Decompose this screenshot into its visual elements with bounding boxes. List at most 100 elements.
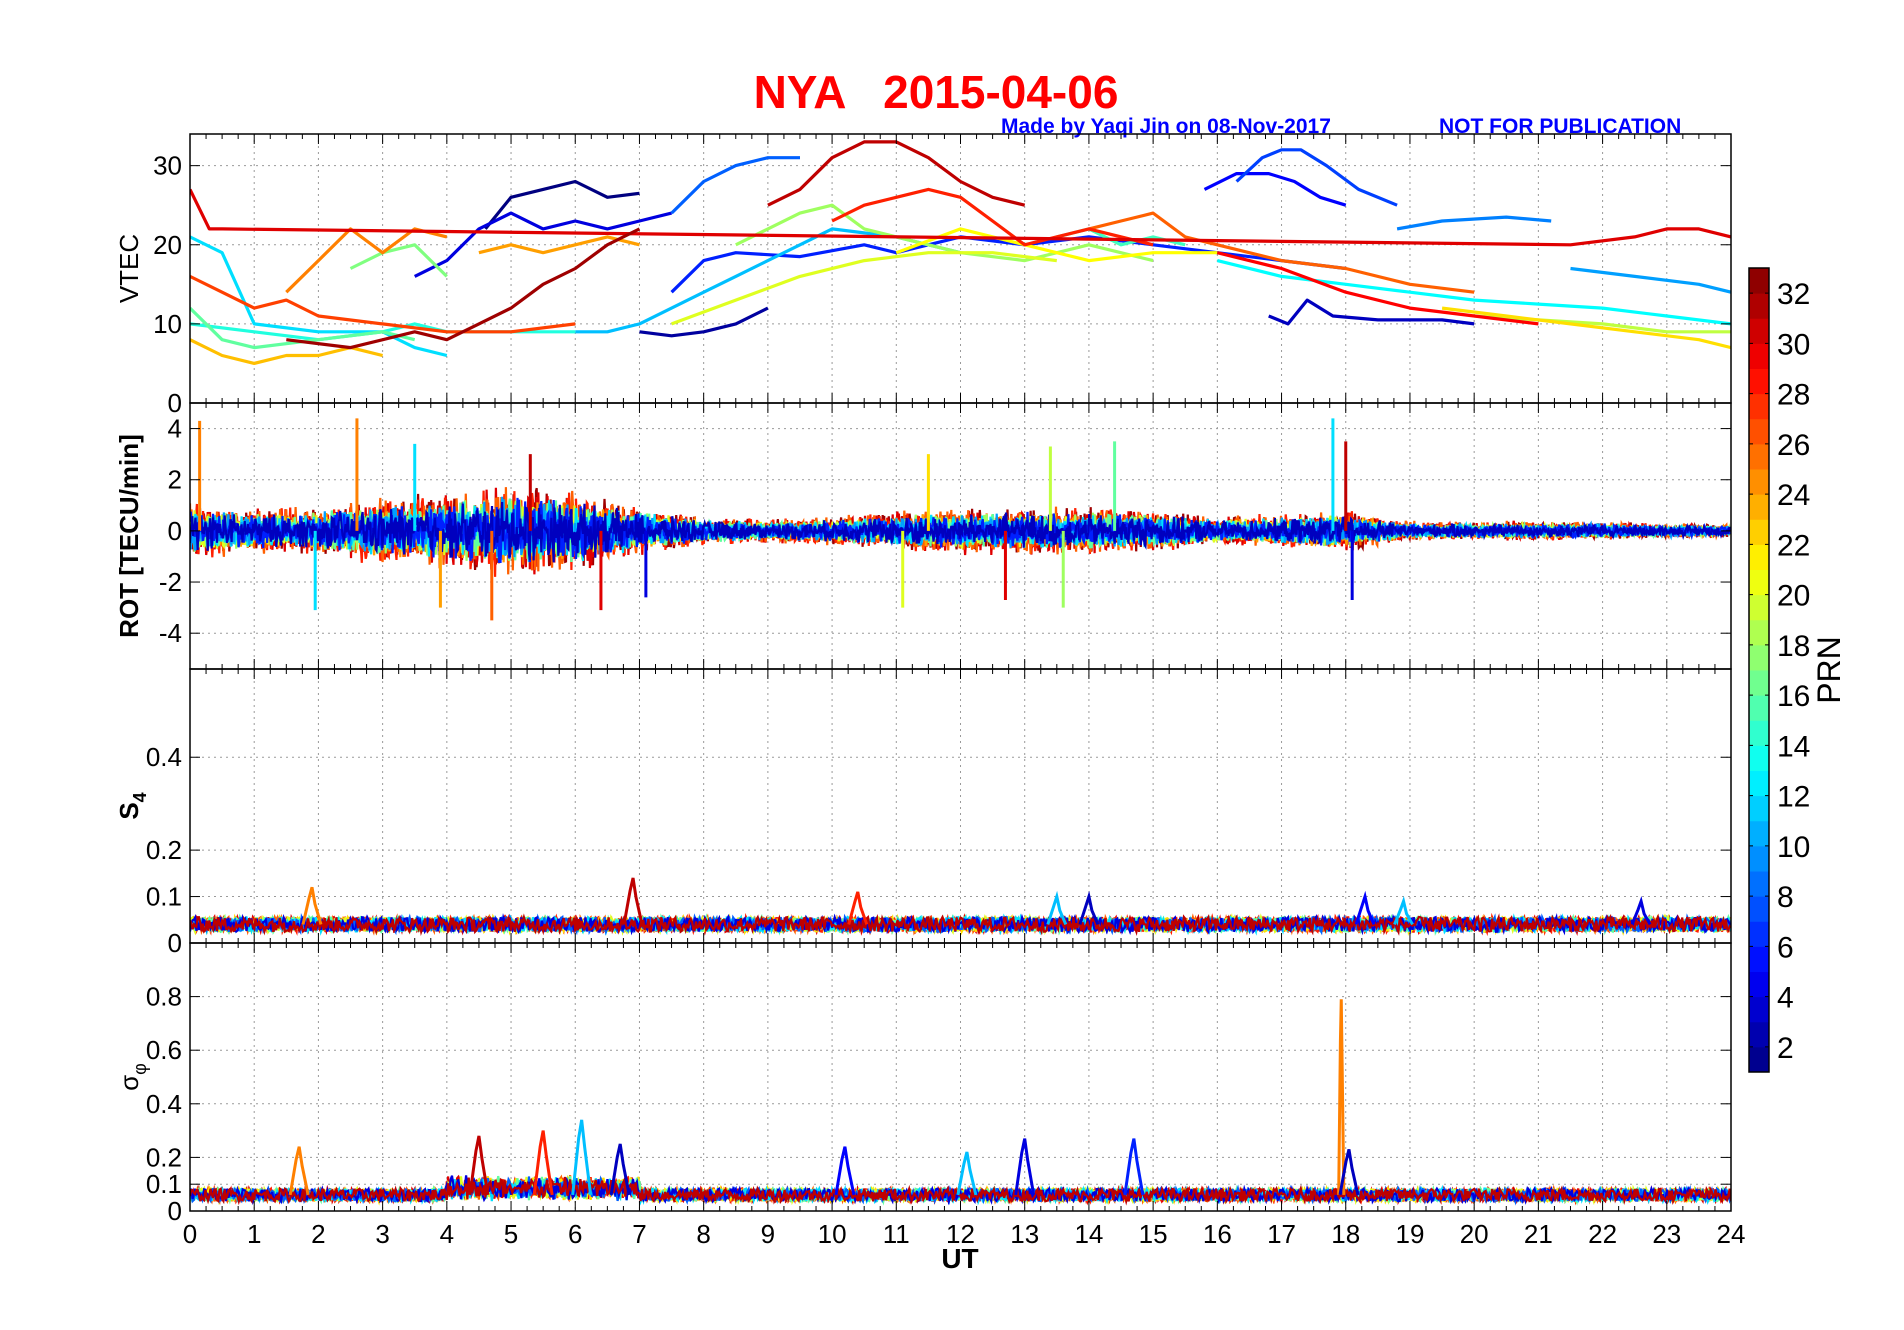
colorbar-tick-label: 12: [1777, 781, 1810, 814]
data-layer: [190, 140, 1731, 365]
colorbar-tick-label: 32: [1777, 278, 1810, 311]
x-tick-label: 11: [883, 1219, 910, 1249]
colorbar-segment: [1749, 544, 1769, 570]
colorbar-segment: [1749, 619, 1769, 646]
sigma_phi-peak: [1014, 1138, 1036, 1196]
colorbar-segment: [1749, 695, 1769, 721]
y-axis-label-subscript: 4: [130, 792, 150, 802]
vtec-series-line: [639, 306, 769, 338]
colorbar-segment: [1749, 469, 1769, 495]
colorbar-segment: [1749, 268, 1769, 294]
y-tick-label: 20: [153, 230, 182, 260]
vtec-series-line: [484, 179, 640, 230]
colorbar-segment: [1749, 896, 1769, 922]
vtec-series-line: [478, 235, 640, 255]
s4-peak: [1078, 890, 1100, 926]
sigma_phi-peak: [609, 1143, 631, 1196]
colorbar-tick-label: 20: [1777, 580, 1810, 613]
colorbar-tick-label: 28: [1777, 379, 1810, 412]
x-tick-label: 6: [568, 1219, 582, 1249]
y-axis-label: VTEC: [114, 234, 144, 303]
vtec-series-line: [1441, 306, 1731, 350]
x-tick-label: 19: [1395, 1219, 1424, 1249]
x-tick-label: 13: [1010, 1219, 1039, 1249]
vtec-series-line: [1088, 211, 1475, 294]
vtec-series-line: [1268, 298, 1475, 326]
colorbar-segment: [1749, 393, 1769, 420]
colorbar-tick-label: 8: [1777, 881, 1794, 914]
colorbar-segment: [1749, 594, 1769, 621]
axes-frame: [189, 668, 1732, 944]
colorbar-segment: [1749, 494, 1769, 520]
colorbar-segment: [1749, 670, 1769, 696]
colorbar-segment: [1749, 820, 1769, 847]
x-tick-label: 16: [1203, 1219, 1232, 1249]
colorbar-segment: [1749, 418, 1769, 445]
colorbar-segment: [1749, 293, 1769, 319]
vtec-series-line: [671, 251, 1057, 326]
x-tick-label: 14: [1074, 1219, 1103, 1249]
colorbar-segment: [1749, 795, 1769, 822]
y-axis-label: S4: [114, 792, 150, 819]
vtec-series-line: [1216, 251, 1539, 326]
x-tick-label: 21: [1524, 1219, 1553, 1249]
colorbar-label: PRN: [1811, 636, 1847, 704]
colorbar-segment: [1749, 871, 1769, 897]
y-axis-label: ROT [TECU/min]: [114, 434, 144, 638]
colorbar-segment: [1749, 971, 1769, 998]
x-tick-label: 12: [946, 1219, 975, 1249]
colorbar-segment: [1749, 443, 1769, 470]
vtec-series-line: [286, 227, 641, 350]
y-tick-label: -2: [159, 567, 182, 597]
sigma_phi-peak: [1338, 1149, 1360, 1196]
vtec-series-line: [190, 188, 1731, 247]
x-tick-label: 15: [1139, 1219, 1168, 1249]
x-tick-label: 23: [1652, 1219, 1681, 1249]
colorbar-tick-label: 4: [1777, 982, 1794, 1015]
y-tick-label: 0: [168, 928, 182, 958]
colorbar-segment: [1749, 770, 1769, 797]
y-tick-label: 0.4: [146, 742, 182, 772]
s4-panel: 0 0.1 0.2 0.4 S4: [114, 668, 1732, 958]
colorbar-segment: [1749, 519, 1769, 545]
colorbar-tick-label: 16: [1777, 680, 1810, 713]
sigma_phi-series-line: [190, 1176, 1731, 1206]
vtec-series-line: [190, 306, 416, 350]
vtec-series-line: [1235, 148, 1398, 207]
colorbar-segment: [1749, 569, 1769, 596]
vtec-series-line: [349, 243, 448, 278]
sigma_phi-peak: [571, 1119, 593, 1196]
sigma_phi-series-line: [190, 1175, 1731, 1206]
y-tick-label: 0.2: [146, 835, 182, 865]
y-tick-label: 0.1: [146, 882, 182, 912]
colorbar-tick-label: 18: [1777, 630, 1810, 663]
colorbar-tick-label: 6: [1777, 931, 1794, 964]
figure-credit: Made by Yaqi Jin on 08-Nov-2017: [1001, 115, 1331, 138]
y-tick-label: 0.8: [146, 982, 182, 1012]
vtec-series-line: [190, 235, 448, 358]
vtec-series-line: [895, 227, 1218, 263]
y-tick-label: 2: [168, 465, 182, 495]
rot-panel: -4 -2 0 2 4 ROT [TECU/min]: [114, 402, 1732, 670]
colorbar-segment: [1749, 368, 1769, 395]
colorbar-segment: [1749, 845, 1769, 872]
sigma_phi-peak: [834, 1146, 856, 1196]
x-tick-label: 5: [504, 1219, 518, 1249]
colorbar-segment: [1749, 644, 1769, 671]
sigma_phi-peak: [1123, 1138, 1145, 1196]
s4-peak: [1393, 895, 1414, 926]
vtec-series-line: [1203, 172, 1347, 207]
s4-peak: [847, 891, 869, 925]
colorbar-tick-label: 10: [1777, 831, 1810, 864]
x-tick-label: 24: [1717, 1219, 1746, 1249]
y-tick-label: 10: [153, 309, 182, 339]
colorbar-segment: [1749, 1021, 1769, 1048]
x-tick-label: 17: [1267, 1219, 1296, 1249]
vtec-series-line: [1570, 266, 1731, 294]
y-tick-label: -4: [159, 618, 182, 648]
y-tick-label: 0.2: [146, 1142, 182, 1172]
s4-peak: [1354, 890, 1376, 926]
figure-notice: NOT FOR PUBLICATION: [1439, 115, 1681, 138]
data-layer: [190, 877, 1731, 937]
